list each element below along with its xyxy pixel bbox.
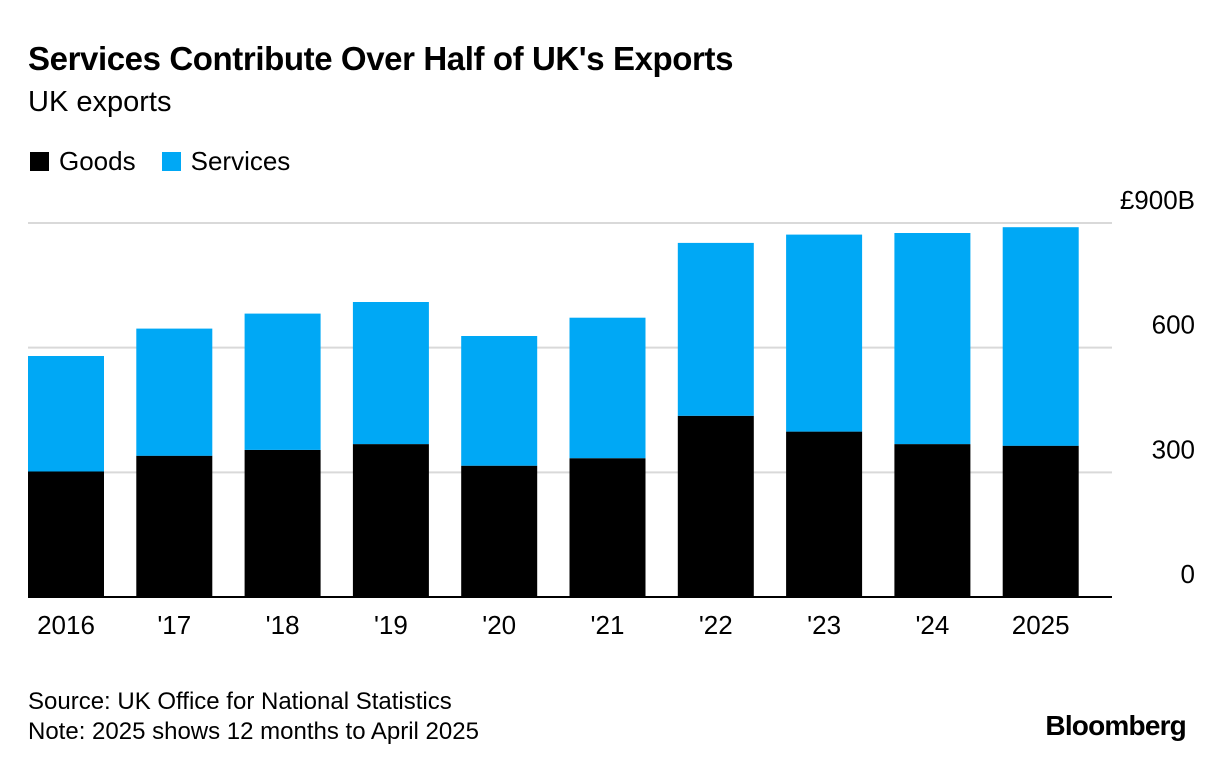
chart-subtitle: UK exports <box>28 86 172 118</box>
legend-swatch-goods <box>30 152 49 171</box>
bar-services <box>244 313 321 450</box>
y-tick-label: 600 <box>1152 310 1195 340</box>
bar-goods <box>786 431 863 597</box>
legend-label-services: Services <box>190 146 291 176</box>
bar-goods <box>569 458 646 597</box>
brand-logo: Bloomberg <box>1045 710 1186 741</box>
source-text: Source: UK Office for National Statistic… <box>28 688 452 715</box>
bar-goods <box>461 465 538 597</box>
x-tick-label: 2025 <box>1012 610 1070 640</box>
bar-goods <box>1002 445 1079 597</box>
bar-services <box>1002 227 1079 446</box>
bar-goods <box>894 444 971 597</box>
bar-services <box>28 356 104 472</box>
stacked-bar-chart: 0 300 600 £900B 2016 '17 '18 '19 '20 '21 '22 '23 '24… <box>28 185 1195 640</box>
legend-swatch-services <box>161 152 181 171</box>
bar-services <box>136 328 213 456</box>
x-tick-label: '23 <box>807 610 841 640</box>
x-tick-label: '17 <box>157 610 191 640</box>
x-tick-label: '22 <box>699 610 733 640</box>
x-tick-label: '21 <box>591 610 625 640</box>
bar-services <box>352 302 429 445</box>
bar-goods <box>244 449 321 597</box>
legend: Goods Services <box>30 146 316 177</box>
note-text: Note: 2025 shows 12 months to April 2025 <box>28 718 479 745</box>
bar-goods <box>352 444 429 597</box>
y-tick-label: 0 <box>1181 559 1195 589</box>
bar-goods <box>28 471 104 597</box>
chart-title: Services Contribute Over Half of UK's Ex… <box>28 40 734 77</box>
bar-services <box>786 234 863 432</box>
x-tick-label: '18 <box>266 610 300 640</box>
x-tick-label: '20 <box>482 610 516 640</box>
legend-item-goods: Goods <box>30 146 136 177</box>
y-tick-label: 300 <box>1152 434 1195 464</box>
legend-label-goods: Goods <box>59 146 136 176</box>
x-tick-label: '19 <box>374 610 408 640</box>
y-tick-label: £900B <box>1120 185 1195 215</box>
bar-services <box>677 242 754 416</box>
bar-services <box>894 233 971 445</box>
bar-services <box>461 336 538 466</box>
bar-goods <box>677 415 754 597</box>
bar-goods <box>136 455 213 597</box>
bar-services <box>569 317 646 459</box>
legend-item-services: Services <box>161 146 291 177</box>
x-tick-label: 2016 <box>37 610 95 640</box>
x-tick-label: '24 <box>915 610 949 640</box>
